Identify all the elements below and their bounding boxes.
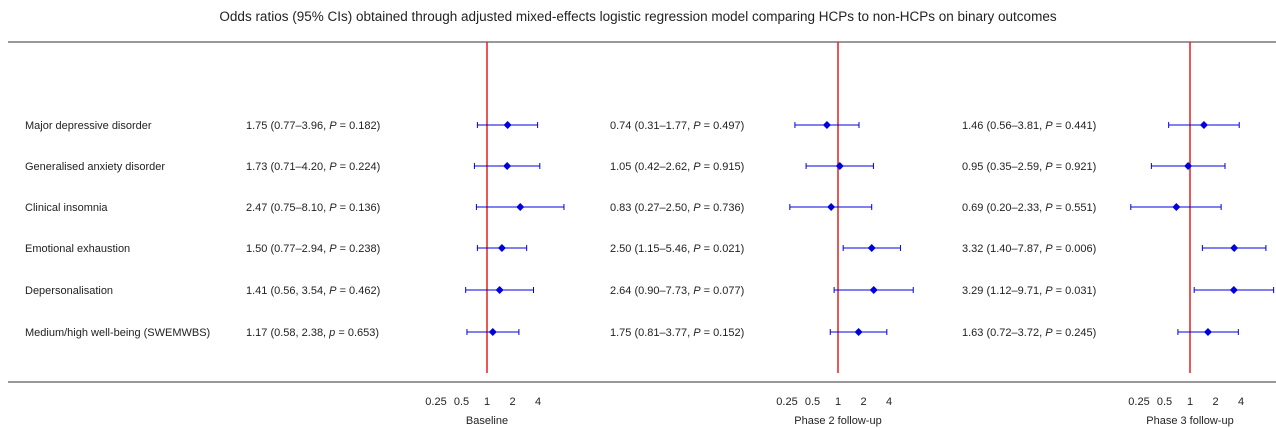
x-tick-label: 1 bbox=[1187, 396, 1193, 408]
point-estimate bbox=[1184, 162, 1193, 170]
x-tick-label: 0.25 bbox=[425, 396, 446, 408]
estimate-text: 1.50 (0.77–2.94, P = 0.238) bbox=[246, 243, 380, 255]
x-tick-label: 4 bbox=[1238, 396, 1244, 408]
outcome-label: Depersonalisation bbox=[25, 285, 113, 297]
estimate-text: 1.41 (0.56, 3.54, P = 0.462) bbox=[246, 285, 380, 297]
estimate-text: 0.95 (0.35–2.59, P = 0.921) bbox=[962, 161, 1096, 173]
x-tick-label: 1 bbox=[835, 396, 841, 408]
chart-title: Odds ratios (95% CIs) obtained through a… bbox=[219, 9, 1057, 24]
x-tick-label: 0.25 bbox=[776, 396, 797, 408]
estimate-text: 2.50 (1.15–5.46, P = 0.021) bbox=[610, 243, 744, 255]
estimate-text: 1.75 (0.81–3.77, P = 0.152) bbox=[610, 327, 744, 339]
estimate-text: 1.63 (0.72–3.72, P = 0.245) bbox=[962, 327, 1096, 339]
outcome-label: Generalised anxiety disorder bbox=[25, 161, 165, 173]
x-tick-label: 1 bbox=[484, 396, 490, 408]
point-estimate bbox=[835, 162, 844, 170]
point-estimate bbox=[1172, 203, 1181, 211]
x-tick-label: 2 bbox=[1212, 396, 1218, 408]
estimate-text: 0.83 (0.27–2.50, P = 0.736) bbox=[610, 202, 744, 214]
point-estimate bbox=[869, 286, 878, 294]
estimate-text: 3.32 (1.40–7.87, P = 0.006) bbox=[962, 243, 1096, 255]
estimate-text: 1.17 (0.58, 2.38, p = 0.653) bbox=[246, 327, 379, 339]
point-estimate bbox=[497, 244, 506, 252]
point-estimate bbox=[503, 121, 512, 129]
panel-xlabel: Phase 3 follow-up bbox=[1146, 415, 1233, 427]
estimate-text: 0.69 (0.20–2.33, P = 0.551) bbox=[962, 202, 1096, 214]
point-estimate bbox=[516, 203, 525, 211]
outcome-label: Medium/high well-being (SWEMWBS) bbox=[25, 327, 210, 339]
point-estimate bbox=[867, 244, 876, 252]
point-estimate bbox=[495, 286, 504, 294]
outcome-label: Major depressive disorder bbox=[25, 120, 152, 132]
x-tick-label: 4 bbox=[535, 396, 541, 408]
x-tick-label: 0.25 bbox=[1128, 396, 1149, 408]
point-estimate bbox=[1199, 121, 1208, 129]
x-tick-label: 2 bbox=[860, 396, 866, 408]
x-tick-label: 0.5 bbox=[1157, 396, 1172, 408]
estimate-text: 1.46 (0.56–3.81, P = 0.441) bbox=[962, 120, 1096, 132]
x-tick-label: 0.5 bbox=[454, 396, 469, 408]
estimate-text: 1.73 (0.71–4.20, P = 0.224) bbox=[246, 161, 380, 173]
x-tick-label: 0.5 bbox=[805, 396, 820, 408]
panel-xlabel: Phase 2 follow-up bbox=[794, 415, 881, 427]
estimate-text: 1.05 (0.42–2.62, P = 0.915) bbox=[610, 161, 744, 173]
point-estimate bbox=[827, 203, 836, 211]
x-tick-label: 2 bbox=[509, 396, 515, 408]
point-estimate bbox=[1229, 286, 1238, 294]
estimate-text: 3.29 (1.12–9.71, P = 0.031) bbox=[962, 285, 1096, 297]
x-tick-label: 4 bbox=[886, 396, 892, 408]
estimate-text: 1.75 (0.77–3.96, P = 0.182) bbox=[246, 120, 380, 132]
panel-xlabel: Baseline bbox=[466, 415, 508, 427]
outcome-label: Emotional exhaustion bbox=[25, 243, 130, 255]
estimate-text: 2.64 (0.90–7.73, P = 0.077) bbox=[610, 285, 744, 297]
point-estimate bbox=[488, 328, 497, 336]
point-estimate bbox=[854, 328, 863, 336]
outcome-label: Clinical insomnia bbox=[25, 202, 108, 214]
point-estimate bbox=[1203, 328, 1212, 336]
point-estimate bbox=[822, 121, 831, 129]
estimate-text: 2.47 (0.75–8.10, P = 0.136) bbox=[246, 202, 380, 214]
point-estimate bbox=[1230, 244, 1239, 252]
point-estimate bbox=[503, 162, 512, 170]
estimate-text: 0.74 (0.31–1.77, P = 0.497) bbox=[610, 120, 744, 132]
